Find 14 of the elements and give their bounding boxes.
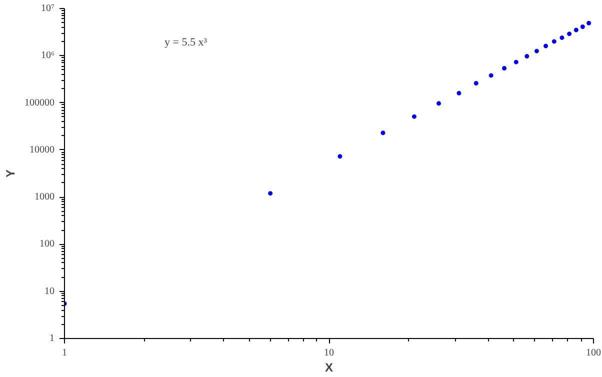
y-tick-label: 100000 xyxy=(24,97,54,108)
y-tick-label: 10000 xyxy=(30,144,54,156)
annotation: y = 5.5 x³ xyxy=(164,36,208,48)
x-tick-label: 1 xyxy=(62,348,67,358)
y-tick-label: 10 xyxy=(44,286,54,297)
x-tick-label: 100 xyxy=(586,348,601,358)
x-tick-label: 10 xyxy=(324,348,334,358)
y-tick-label: 1 xyxy=(50,333,54,344)
y-tick-label: 100 xyxy=(40,238,54,250)
y-tick-label: 10⁷ xyxy=(41,3,56,14)
y-axis-title: Y xyxy=(4,169,18,178)
x-axis-title: X xyxy=(325,360,334,374)
y-tick-label: 1000 xyxy=(34,192,54,203)
y-tick-label: 10⁶ xyxy=(41,50,56,62)
